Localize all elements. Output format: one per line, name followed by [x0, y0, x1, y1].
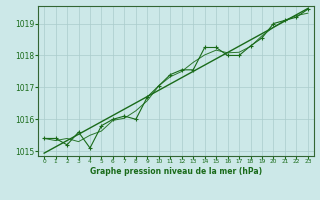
X-axis label: Graphe pression niveau de la mer (hPa): Graphe pression niveau de la mer (hPa)	[90, 167, 262, 176]
